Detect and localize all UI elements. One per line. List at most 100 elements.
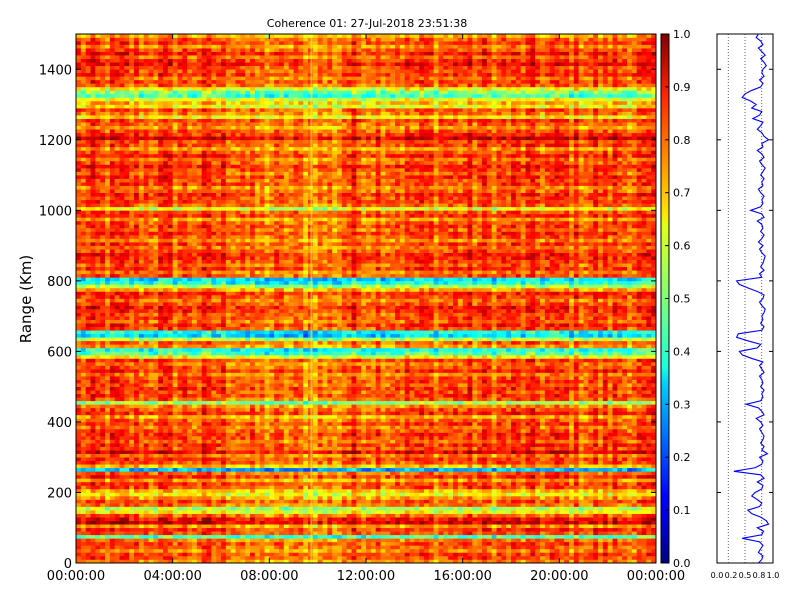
heatmap-cell: [322, 474, 328, 479]
heatmap-cell: [264, 499, 270, 504]
heatmap-cell: [472, 443, 478, 447]
heatmap-cell: [172, 453, 178, 458]
heatmap-cell: [269, 453, 275, 458]
heatmap-cell: [177, 534, 183, 539]
heatmap-cell: [269, 545, 275, 550]
heatmap-cell: [341, 527, 347, 532]
heatmap-cell: [225, 488, 231, 493]
heatmap-cell: [216, 443, 222, 447]
heatmap-cell: [419, 467, 425, 472]
heatmap-cell: [428, 439, 434, 444]
heatmap-cell: [453, 495, 459, 500]
heatmap-cell: [631, 534, 637, 539]
heatmap-cell: [240, 421, 246, 426]
heatmap-cell: [404, 499, 410, 504]
heatmap-cell: [356, 538, 362, 543]
heatmap-cell: [90, 520, 96, 525]
heatmap-cell: [283, 488, 289, 493]
heatmap-cell: [167, 510, 173, 514]
heatmap-cell: [230, 548, 236, 553]
heatmap-cell: [129, 531, 135, 536]
heatmap-cell: [293, 499, 299, 504]
heatmap-cell: [457, 510, 463, 514]
heatmap-cell: [612, 439, 618, 444]
heatmap-cell: [578, 428, 584, 433]
heatmap-cell: [153, 418, 159, 423]
heatmap-cell: [361, 467, 367, 472]
heatmap-cell: [602, 474, 608, 479]
heatmap-cell: [114, 428, 120, 433]
heatmap-cell: [206, 488, 212, 493]
heatmap-cell: [515, 436, 521, 440]
heatmap-cell: [167, 414, 173, 419]
heatmap-cell: [419, 503, 425, 507]
heatmap-cell: [119, 527, 125, 532]
heatmap-cell: [651, 513, 657, 518]
heatmap-cell: [578, 534, 584, 539]
heatmap-cell: [129, 524, 135, 529]
heatmap-cell: [361, 559, 367, 564]
heatmap-cell: [250, 527, 256, 532]
heatmap-cell: [472, 428, 478, 433]
heatmap-cell: [578, 513, 584, 518]
heatmap-cell: [399, 421, 405, 426]
heatmap-cell: [90, 495, 96, 500]
heatmap-cell: [530, 520, 536, 525]
heatmap-cell: [235, 464, 241, 469]
heatmap-cell: [486, 555, 492, 560]
heatmap-cell: [105, 450, 111, 454]
heatmap-cell: [612, 464, 618, 469]
heatmap-cell: [583, 531, 589, 536]
heatmap-cell: [554, 538, 560, 543]
heatmap-cell: [617, 503, 623, 507]
heatmap-cell: [206, 421, 212, 426]
heatmap-cell: [196, 541, 202, 546]
heatmap-cell: [337, 545, 343, 550]
heatmap-cell: [583, 425, 589, 430]
heatmap-cell: [511, 495, 517, 500]
heatmap-cell: [617, 457, 623, 462]
heatmap-cell: [414, 443, 420, 447]
heatmap-cell: [274, 467, 280, 472]
heatmap-cell: [317, 534, 323, 539]
heatmap-cell: [409, 436, 415, 440]
heatmap-cell: [627, 450, 633, 454]
heatmap-cell: [395, 421, 401, 426]
heatmap-cell: [525, 446, 531, 451]
heatmap-cell: [85, 548, 91, 553]
heatmap-cell: [167, 527, 173, 532]
heatmap-cell: [245, 555, 251, 560]
heatmap-cell: [196, 538, 202, 543]
heatmap-cell: [254, 460, 260, 465]
heatmap-cell: [254, 531, 260, 536]
heatmap-cell: [327, 531, 333, 536]
heatmap-cell: [472, 513, 478, 518]
heatmap-cell: [622, 481, 628, 486]
heatmap-cell: [293, 545, 299, 550]
heatmap-cell: [578, 495, 584, 500]
heatmap-cell: [404, 538, 410, 543]
heatmap-cell: [370, 541, 376, 546]
heatmap-cell: [438, 474, 444, 479]
heatmap-cell: [114, 432, 120, 437]
heatmap-cell: [453, 485, 459, 490]
heatmap-cell: [100, 450, 106, 454]
heatmap-cell: [332, 492, 338, 497]
heatmap-cell: [105, 513, 111, 518]
heatmap-cell: [457, 485, 463, 490]
heatmap-cell: [380, 439, 386, 444]
heatmap-cell: [486, 510, 492, 514]
heatmap-cell: [385, 443, 391, 447]
heatmap-cell: [192, 527, 198, 532]
heatmap-cell: [221, 443, 227, 447]
heatmap-cell: [361, 548, 367, 553]
heatmap-cell: [196, 534, 202, 539]
heatmap-cell: [477, 421, 483, 426]
heatmap-cell: [250, 471, 256, 476]
heatmap-cell: [105, 524, 111, 529]
heatmap-cell: [569, 492, 575, 497]
heatmap-cell: [564, 555, 570, 560]
heatmap-cell: [90, 460, 96, 465]
heatmap-cell: [196, 520, 202, 525]
heatmap-cell: [245, 510, 251, 514]
